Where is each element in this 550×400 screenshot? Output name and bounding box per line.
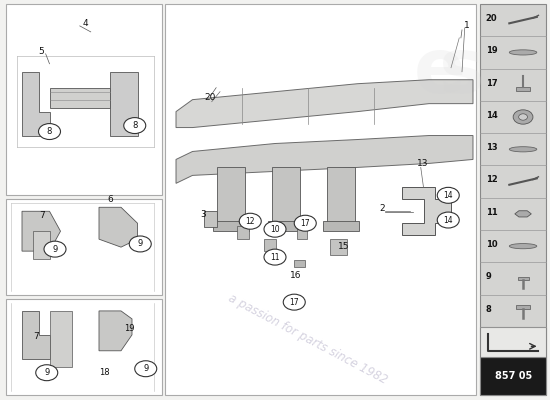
FancyBboxPatch shape <box>165 4 476 395</box>
Text: 9: 9 <box>143 364 148 373</box>
Polygon shape <box>110 72 138 136</box>
FancyBboxPatch shape <box>480 357 546 395</box>
Text: 12: 12 <box>245 217 255 226</box>
Text: 17: 17 <box>486 78 497 88</box>
Bar <box>213 221 249 231</box>
Text: 5: 5 <box>39 47 44 56</box>
Polygon shape <box>99 207 138 247</box>
Bar <box>264 239 276 251</box>
Text: 14: 14 <box>486 111 497 120</box>
FancyBboxPatch shape <box>6 199 162 295</box>
Text: 17: 17 <box>289 298 299 307</box>
Polygon shape <box>99 311 132 351</box>
Text: a passion for parts since 1982: a passion for parts since 1982 <box>226 291 390 386</box>
FancyBboxPatch shape <box>6 299 162 395</box>
Polygon shape <box>22 72 50 136</box>
Text: 14: 14 <box>443 191 453 200</box>
Text: 6: 6 <box>107 195 113 204</box>
Circle shape <box>437 212 459 228</box>
Text: 4: 4 <box>82 20 88 28</box>
Text: 17: 17 <box>300 219 310 228</box>
Text: 3: 3 <box>201 210 206 219</box>
Bar <box>518 277 529 280</box>
Text: s: s <box>439 35 485 109</box>
Text: 9: 9 <box>44 368 50 377</box>
Text: 1: 1 <box>464 22 469 30</box>
Text: 857 05: 857 05 <box>494 371 532 381</box>
Text: 11: 11 <box>270 253 280 262</box>
Ellipse shape <box>509 147 537 152</box>
Bar <box>217 168 245 223</box>
Text: 18: 18 <box>99 368 110 377</box>
Text: 9: 9 <box>138 240 143 248</box>
Circle shape <box>124 118 146 134</box>
Text: 9: 9 <box>52 245 58 254</box>
Bar <box>268 221 304 231</box>
Text: 8: 8 <box>132 121 138 130</box>
Text: 8: 8 <box>486 305 491 314</box>
Text: 12: 12 <box>486 176 497 184</box>
Circle shape <box>294 215 316 231</box>
Text: 16: 16 <box>290 271 301 280</box>
Text: 13: 13 <box>486 143 497 152</box>
Bar <box>294 260 305 267</box>
Circle shape <box>36 365 58 381</box>
Text: 11: 11 <box>486 208 497 217</box>
Circle shape <box>513 110 533 124</box>
Ellipse shape <box>509 244 537 249</box>
Polygon shape <box>33 231 50 259</box>
Text: 9: 9 <box>486 272 491 281</box>
Text: 7: 7 <box>33 332 39 341</box>
Polygon shape <box>50 88 110 108</box>
Polygon shape <box>22 311 50 359</box>
Text: 14: 14 <box>443 216 453 224</box>
FancyBboxPatch shape <box>480 4 546 395</box>
Text: 2: 2 <box>379 204 385 212</box>
Text: e: e <box>414 35 466 109</box>
FancyBboxPatch shape <box>6 4 162 195</box>
Circle shape <box>264 249 286 265</box>
Bar <box>327 168 355 223</box>
Circle shape <box>239 213 261 229</box>
Polygon shape <box>515 211 531 217</box>
Polygon shape <box>330 239 346 255</box>
Bar <box>516 305 530 309</box>
Text: 19: 19 <box>486 46 497 55</box>
Circle shape <box>283 294 305 310</box>
Text: 7: 7 <box>39 211 45 220</box>
Bar <box>516 87 530 91</box>
Ellipse shape <box>509 50 537 55</box>
Text: 13: 13 <box>417 159 428 168</box>
Bar <box>204 211 217 227</box>
Text: 20: 20 <box>486 14 497 23</box>
Bar <box>50 311 72 367</box>
Polygon shape <box>402 187 451 235</box>
Circle shape <box>129 236 151 252</box>
Circle shape <box>135 361 157 377</box>
Circle shape <box>437 187 459 203</box>
FancyBboxPatch shape <box>480 327 546 357</box>
Text: 8: 8 <box>47 127 52 136</box>
Polygon shape <box>22 211 61 251</box>
Circle shape <box>519 114 527 120</box>
Text: 19: 19 <box>124 324 135 333</box>
Text: 15: 15 <box>338 242 349 251</box>
Text: 20: 20 <box>205 93 216 102</box>
Polygon shape <box>176 136 473 183</box>
Bar <box>272 168 300 223</box>
Text: 10: 10 <box>270 225 280 234</box>
Text: 10: 10 <box>486 240 497 249</box>
Bar <box>323 221 359 231</box>
Bar <box>236 226 249 239</box>
Bar <box>297 228 307 239</box>
Circle shape <box>264 221 286 237</box>
Circle shape <box>44 241 66 257</box>
Polygon shape <box>176 80 473 128</box>
Circle shape <box>39 124 60 140</box>
